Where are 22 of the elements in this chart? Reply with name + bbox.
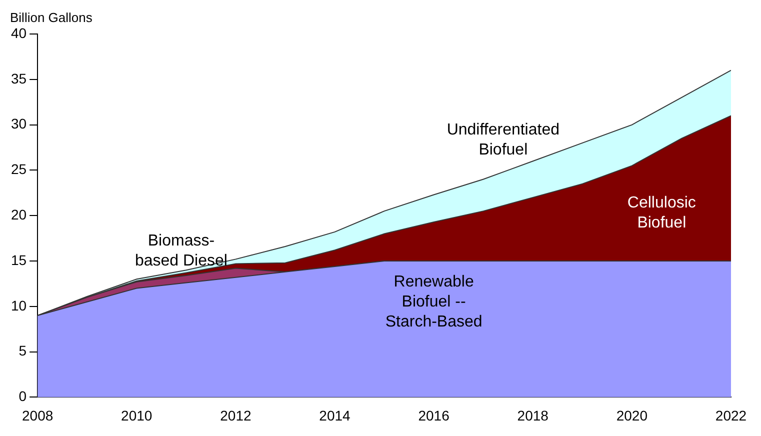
- x-tick-label: 2014: [319, 407, 351, 424]
- x-tick-label: 2022: [715, 407, 747, 424]
- x-tick-label: 2010: [121, 407, 152, 424]
- y-tick-label: 35: [10, 70, 27, 86]
- x-tick-label: 2020: [616, 407, 648, 424]
- y-tick-label: 5: [18, 342, 27, 359]
- x-tick-label: 2018: [517, 407, 549, 424]
- y-tick-label: 15: [10, 252, 27, 268]
- y-tick-label: 25: [10, 161, 27, 178]
- series-label: Undifferentiated Biofuel: [446, 122, 560, 159]
- x-tick-label: 2016: [418, 407, 450, 424]
- series-label: Cellulosic Biofuel: [627, 194, 696, 232]
- y-tick-label: 30: [10, 116, 27, 132]
- y-axis-title: Billion Gallons: [10, 10, 93, 26]
- x-tick-label: 2012: [220, 407, 252, 424]
- y-tick-label: 10: [10, 297, 27, 314]
- series-label: Biomass-based Diesel: [134, 232, 228, 270]
- y-tick-label: 0: [18, 388, 27, 404]
- y-tick-label: 20: [10, 206, 27, 222]
- y-tick-label: 40: [10, 24, 27, 41]
- x-tick-label: 2008: [22, 407, 54, 424]
- series-label: Renewable Biofuel -- Starch-Based: [385, 273, 482, 330]
